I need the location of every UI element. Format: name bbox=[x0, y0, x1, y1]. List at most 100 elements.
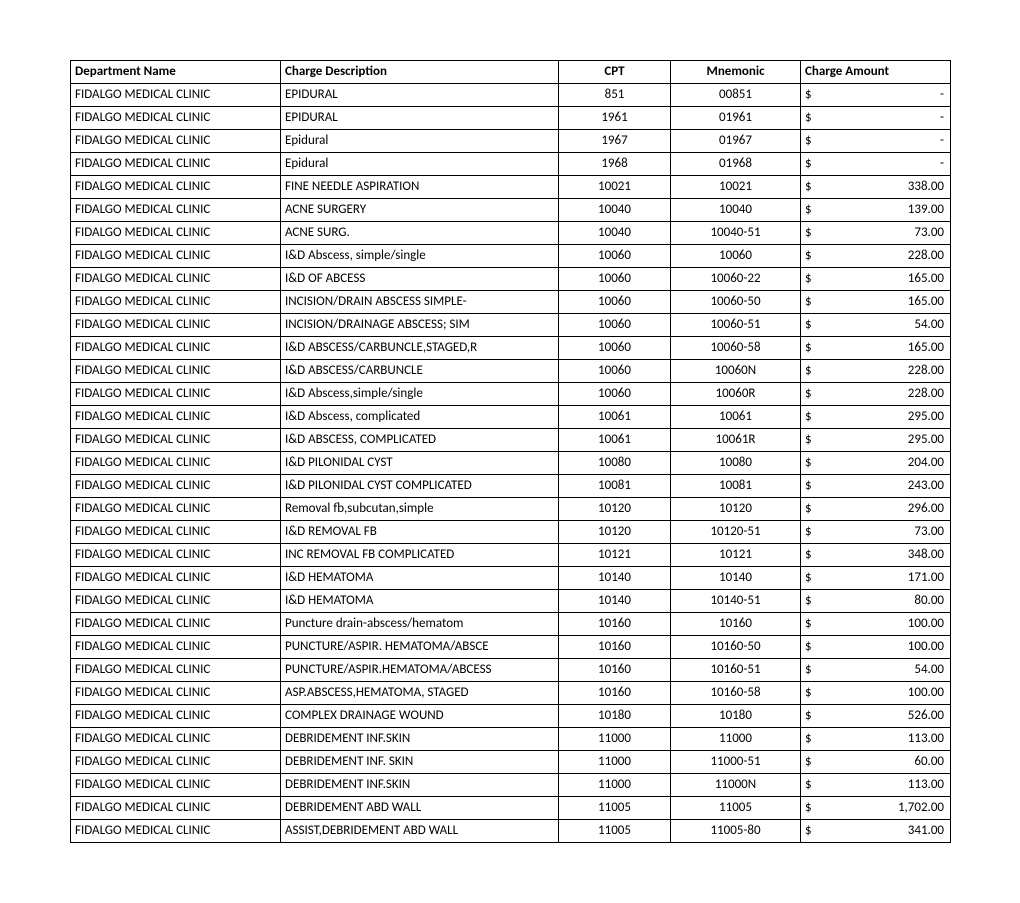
cell-desc: PUNCTURE/ASPIR.HEMATOMA/ABCESS bbox=[281, 659, 559, 682]
currency-symbol: $ bbox=[805, 546, 812, 564]
cell-amount: $100.00 bbox=[801, 636, 951, 659]
currency-symbol: $ bbox=[805, 523, 812, 541]
table-row: FIDALGO MEDICAL CLINICDEBRIDEMENT INF. S… bbox=[71, 751, 951, 774]
cell-dept: FIDALGO MEDICAL CLINIC bbox=[71, 406, 281, 429]
amount-value: 228.00 bbox=[908, 247, 944, 265]
cell-amount: $171.00 bbox=[801, 567, 951, 590]
cell-dept: FIDALGO MEDICAL CLINIC bbox=[71, 590, 281, 613]
amount-value: 113.00 bbox=[908, 730, 944, 748]
amount-value: 54.00 bbox=[914, 316, 944, 334]
cell-dept: FIDALGO MEDICAL CLINIC bbox=[71, 153, 281, 176]
cell-desc: Puncture drain-abscess/hematom bbox=[281, 613, 559, 636]
currency-symbol: $ bbox=[805, 684, 812, 702]
amount-value: 171.00 bbox=[908, 569, 944, 587]
cell-amount: $295.00 bbox=[801, 406, 951, 429]
table-row: FIDALGO MEDICAL CLINICI&D OF ABCESS10060… bbox=[71, 268, 951, 291]
amount-value: 295.00 bbox=[908, 431, 944, 449]
cell-cpt: 10060 bbox=[559, 268, 671, 291]
cell-amount: $100.00 bbox=[801, 613, 951, 636]
cell-cpt: 11000 bbox=[559, 751, 671, 774]
amount-value: 341.00 bbox=[908, 822, 944, 840]
table-row: FIDALGO MEDICAL CLINICEpidural196801968$… bbox=[71, 153, 951, 176]
amount-value: 165.00 bbox=[908, 293, 944, 311]
cell-amount: $1,702.00 bbox=[801, 797, 951, 820]
cell-desc: I&D Abscess, simple/single bbox=[281, 245, 559, 268]
amount-value: 243.00 bbox=[908, 477, 944, 495]
amount-value: 228.00 bbox=[908, 385, 944, 403]
amount-value: - bbox=[940, 155, 944, 173]
currency-symbol: $ bbox=[805, 362, 812, 380]
currency-symbol: $ bbox=[805, 201, 812, 219]
cell-dept: FIDALGO MEDICAL CLINIC bbox=[71, 429, 281, 452]
cell-dept: FIDALGO MEDICAL CLINIC bbox=[71, 728, 281, 751]
cell-dept: FIDALGO MEDICAL CLINIC bbox=[71, 107, 281, 130]
cell-mnem: 10160-58 bbox=[671, 682, 801, 705]
cell-cpt: 11000 bbox=[559, 774, 671, 797]
amount-value: 54.00 bbox=[914, 661, 944, 679]
currency-symbol: $ bbox=[805, 638, 812, 656]
cell-cpt: 10160 bbox=[559, 613, 671, 636]
cell-cpt: 10061 bbox=[559, 429, 671, 452]
table-body: FIDALGO MEDICAL CLINICEPIDURAL85100851$-… bbox=[71, 84, 951, 843]
cell-amount: $54.00 bbox=[801, 314, 951, 337]
charge-table: Department Name Charge Description CPT M… bbox=[70, 60, 951, 843]
cell-cpt: 10060 bbox=[559, 291, 671, 314]
cell-dept: FIDALGO MEDICAL CLINIC bbox=[71, 820, 281, 843]
currency-symbol: $ bbox=[805, 293, 812, 311]
cell-desc: Epidural bbox=[281, 130, 559, 153]
cell-cpt: 10160 bbox=[559, 682, 671, 705]
cell-mnem: 10180 bbox=[671, 705, 801, 728]
currency-symbol: $ bbox=[805, 822, 812, 840]
table-row: FIDALGO MEDICAL CLINICI&D PILONIDAL CYST… bbox=[71, 452, 951, 475]
cell-desc: I&D ABSCESS, COMPLICATED bbox=[281, 429, 559, 452]
amount-value: 100.00 bbox=[908, 684, 944, 702]
amount-value: 1,702.00 bbox=[898, 799, 944, 817]
cell-mnem: 11000 bbox=[671, 728, 801, 751]
cell-cpt: 1968 bbox=[559, 153, 671, 176]
cell-dept: FIDALGO MEDICAL CLINIC bbox=[71, 130, 281, 153]
cell-cpt: 1961 bbox=[559, 107, 671, 130]
amount-value: - bbox=[940, 86, 944, 104]
cell-mnem: 10060-58 bbox=[671, 337, 801, 360]
amount-value: 80.00 bbox=[914, 592, 944, 610]
col-header-mnem: Mnemonic bbox=[671, 61, 801, 84]
currency-symbol: $ bbox=[805, 178, 812, 196]
cell-desc: COMPLEX DRAINAGE WOUND bbox=[281, 705, 559, 728]
table-row: FIDALGO MEDICAL CLINICI&D ABSCESS/CARBUN… bbox=[71, 337, 951, 360]
table-row: FIDALGO MEDICAL CLINICEPIDURAL85100851$- bbox=[71, 84, 951, 107]
table-row: FIDALGO MEDICAL CLINICASSIST,DEBRIDEMENT… bbox=[71, 820, 951, 843]
cell-desc: I&D Abscess,simple/single bbox=[281, 383, 559, 406]
cell-mnem: 10061R bbox=[671, 429, 801, 452]
amount-value: 228.00 bbox=[908, 362, 944, 380]
amount-value: 165.00 bbox=[908, 339, 944, 357]
cell-mnem: 10080 bbox=[671, 452, 801, 475]
cell-desc: I&D ABSCESS/CARBUNCLE bbox=[281, 360, 559, 383]
table-row: FIDALGO MEDICAL CLINICACNE SURG.10040100… bbox=[71, 222, 951, 245]
cell-dept: FIDALGO MEDICAL CLINIC bbox=[71, 659, 281, 682]
cell-desc: DEBRIDEMENT INF.SKIN bbox=[281, 774, 559, 797]
cell-desc: DEBRIDEMENT INF. SKIN bbox=[281, 751, 559, 774]
cell-dept: FIDALGO MEDICAL CLINIC bbox=[71, 521, 281, 544]
cell-amount: $73.00 bbox=[801, 521, 951, 544]
cell-desc: ACNE SURGERY bbox=[281, 199, 559, 222]
cell-cpt: 10040 bbox=[559, 222, 671, 245]
cell-amount: $348.00 bbox=[801, 544, 951, 567]
cell-mnem: 01961 bbox=[671, 107, 801, 130]
cell-mnem: 11005-80 bbox=[671, 820, 801, 843]
cell-desc: I&D Abscess, complicated bbox=[281, 406, 559, 429]
table-row: FIDALGO MEDICAL CLINICINC REMOVAL FB COM… bbox=[71, 544, 951, 567]
cell-dept: FIDALGO MEDICAL CLINIC bbox=[71, 84, 281, 107]
cell-dept: FIDALGO MEDICAL CLINIC bbox=[71, 636, 281, 659]
currency-symbol: $ bbox=[805, 86, 812, 104]
cell-desc: INC REMOVAL FB COMPLICATED bbox=[281, 544, 559, 567]
table-row: FIDALGO MEDICAL CLINICFINE NEEDLE ASPIRA… bbox=[71, 176, 951, 199]
table-row: FIDALGO MEDICAL CLINICRemoval fb,subcuta… bbox=[71, 498, 951, 521]
cell-dept: FIDALGO MEDICAL CLINIC bbox=[71, 245, 281, 268]
table-row: FIDALGO MEDICAL CLINICI&D Abscess, compl… bbox=[71, 406, 951, 429]
col-header-cpt: CPT bbox=[559, 61, 671, 84]
cell-mnem: 10040-51 bbox=[671, 222, 801, 245]
cell-cpt: 1967 bbox=[559, 130, 671, 153]
cell-dept: FIDALGO MEDICAL CLINIC bbox=[71, 199, 281, 222]
cell-mnem: 10060-51 bbox=[671, 314, 801, 337]
cell-cpt: 10081 bbox=[559, 475, 671, 498]
